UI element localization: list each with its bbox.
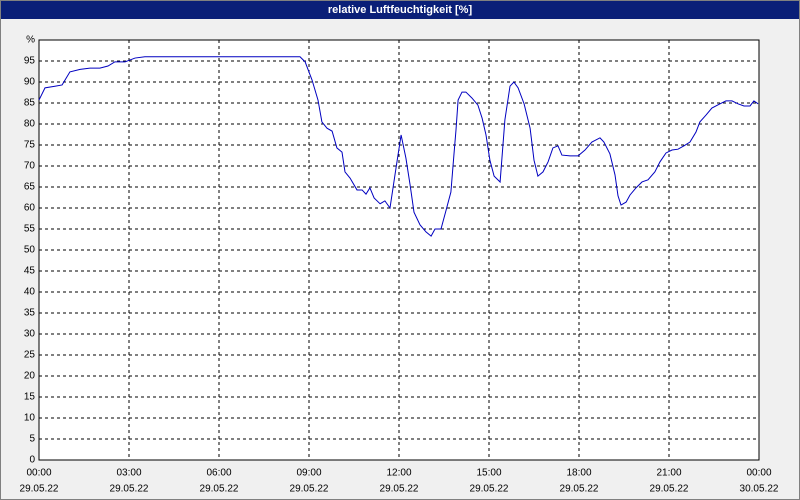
- y-tick-label: 85: [24, 98, 36, 109]
- x-tick-label: 00:00: [746, 468, 771, 479]
- y-tick-label: 35: [24, 308, 36, 319]
- x-tick-label: 21:00: [656, 468, 681, 479]
- x-tick-label: 03:00: [116, 468, 141, 479]
- x-tick-label: 29.05.22: [380, 484, 419, 495]
- x-tick-label: 29.05.22: [470, 484, 509, 495]
- y-tick-label: 65: [24, 182, 36, 193]
- x-tick-label: 29.05.22: [290, 484, 329, 495]
- y-tick-label: 30: [24, 329, 36, 340]
- y-tick-label: 80: [24, 119, 36, 130]
- x-tick-label: 30.05.22: [740, 484, 779, 495]
- x-tick-label: 29.05.22: [560, 484, 599, 495]
- y-tick-label: 40: [24, 287, 36, 298]
- x-tick-label: 15:00: [476, 468, 501, 479]
- y-tick-label: 0: [29, 455, 35, 466]
- x-tick-label: 09:00: [296, 468, 321, 479]
- y-tick-label: 45: [24, 266, 36, 277]
- x-tick-label: 29.05.22: [650, 484, 689, 495]
- y-tick-label: 25: [24, 350, 36, 361]
- x-tick-label: 29.05.22: [20, 484, 59, 495]
- data-line: [38, 56, 759, 237]
- x-tick-label: 12:00: [386, 468, 411, 479]
- y-tick-label: 60: [24, 203, 36, 214]
- x-tick-label: 06:00: [206, 468, 231, 479]
- y-tick-label: 90: [24, 77, 36, 88]
- x-tick-label: 29.05.22: [110, 484, 149, 495]
- y-tick-label: %: [26, 35, 35, 46]
- y-tick-label: 95: [24, 56, 36, 67]
- y-tick-label: 75: [24, 140, 36, 151]
- y-tick-label: 70: [24, 161, 36, 172]
- y-tick-label: 50: [24, 245, 36, 256]
- y-tick-label: 5: [29, 434, 35, 445]
- plot-border: [38, 39, 760, 461]
- x-tick-label: 00:00: [26, 468, 51, 479]
- x-tick-label: 18:00: [566, 468, 591, 479]
- y-tick-label: 15: [24, 392, 36, 403]
- chart-title: relative Luftfeuchtigkeit [%]: [328, 4, 473, 16]
- y-tick-label: 20: [24, 371, 36, 382]
- title-bar: [0, 0, 800, 19]
- y-tick-label: 55: [24, 224, 36, 235]
- y-tick-label: 10: [24, 413, 36, 424]
- x-tick-label: 29.05.22: [200, 484, 239, 495]
